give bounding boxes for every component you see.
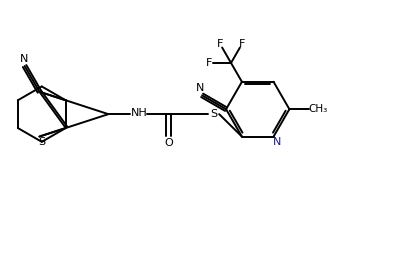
Text: CH₃: CH₃ xyxy=(308,104,327,114)
Text: O: O xyxy=(164,138,173,148)
Text: F: F xyxy=(206,58,212,68)
Text: S: S xyxy=(210,109,217,119)
Text: NH: NH xyxy=(130,108,147,118)
Text: F: F xyxy=(216,39,223,49)
Text: S: S xyxy=(38,137,45,148)
Text: N: N xyxy=(196,83,204,93)
Text: F: F xyxy=(238,39,245,49)
Text: N: N xyxy=(273,137,281,147)
Text: N: N xyxy=(19,54,28,64)
